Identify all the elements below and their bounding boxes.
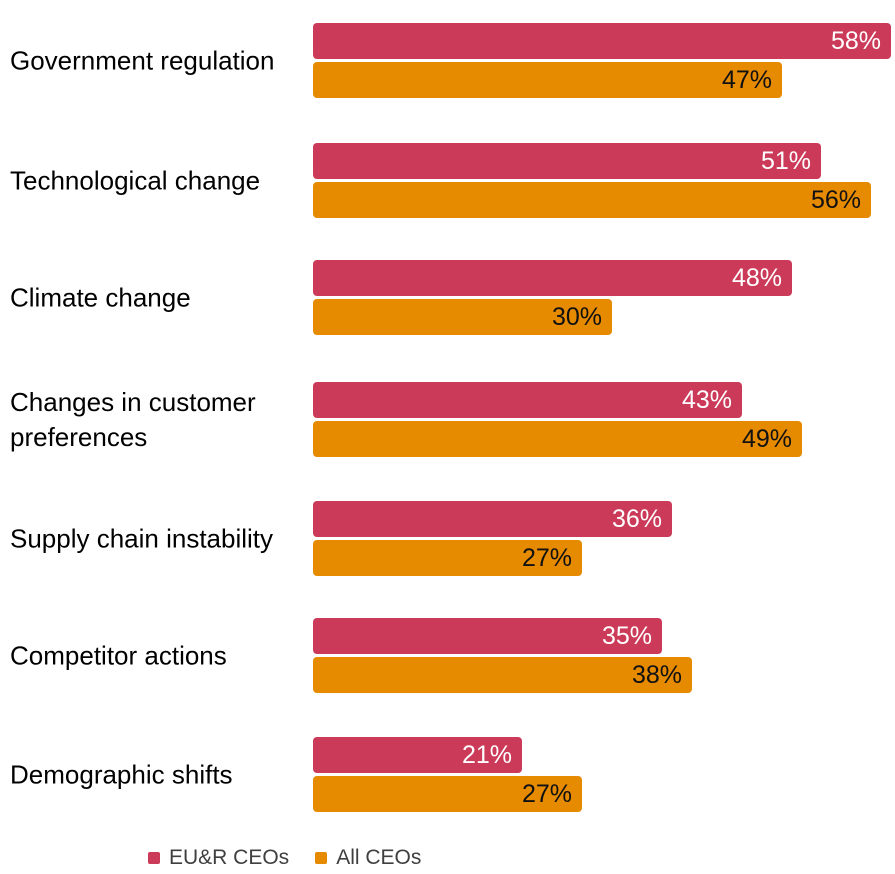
- bar-value-label: 27%: [521, 780, 572, 808]
- bar-value-label: 56%: [810, 186, 861, 214]
- bar-value-label: 38%: [631, 661, 682, 689]
- bar-all-ceos: 56%: [313, 182, 871, 218]
- bar-value-label: 58%: [830, 27, 881, 55]
- bar-value-label: 21%: [461, 741, 512, 769]
- bar-all-ceos: 30%: [313, 299, 612, 335]
- bar-all-ceos: 47%: [313, 62, 782, 98]
- bar-value-label: 30%: [551, 303, 602, 331]
- category-label: Competitor actions: [10, 640, 227, 670]
- bar-value-label: 47%: [721, 66, 772, 94]
- bar-value-label: 49%: [741, 425, 792, 453]
- legend-swatch-icon: [148, 852, 160, 864]
- bar-all-ceos: 27%: [313, 776, 582, 812]
- bar-eur-ceos: 43%: [313, 382, 742, 418]
- legend-label: EU&R CEOs: [169, 846, 290, 869]
- category-label: Climate change: [10, 282, 191, 312]
- bar-eur-ceos: 21%: [313, 737, 522, 773]
- bar-all-ceos: 27%: [313, 540, 582, 576]
- bar-eur-ceos: 35%: [313, 618, 662, 654]
- legend-label: All CEOs: [336, 846, 422, 869]
- legend: EU&R CEOs All CEOs: [148, 846, 421, 870]
- bar-value-label: 43%: [681, 386, 732, 414]
- category-label: Demographic shifts: [10, 759, 233, 789]
- category-label: Government regulation: [10, 45, 275, 75]
- category-label: Technological change: [10, 165, 261, 195]
- bar-value-label: 48%: [731, 264, 782, 292]
- legend-swatch-icon: [315, 852, 328, 864]
- bar-eur-ceos: 51%: [313, 143, 821, 179]
- bar-value-label: 51%: [760, 147, 811, 175]
- bar-all-ceos: 38%: [313, 657, 692, 693]
- bar-value-label: 36%: [611, 505, 662, 533]
- bar-eur-ceos: 48%: [313, 260, 792, 296]
- bar-value-label: 27%: [521, 544, 572, 572]
- category-label: Supply chain instability: [10, 523, 274, 553]
- category-label: Changes in customer preferences: [10, 386, 256, 452]
- bar-all-ceos: 49%: [313, 421, 802, 457]
- bar-value-label: 35%: [601, 622, 652, 650]
- bar-eur-ceos: 58%: [313, 23, 891, 59]
- legend-item: All CEOs: [315, 846, 421, 870]
- bar-eur-ceos: 36%: [313, 501, 672, 537]
- legend-item: EU&R CEOs: [148, 846, 289, 870]
